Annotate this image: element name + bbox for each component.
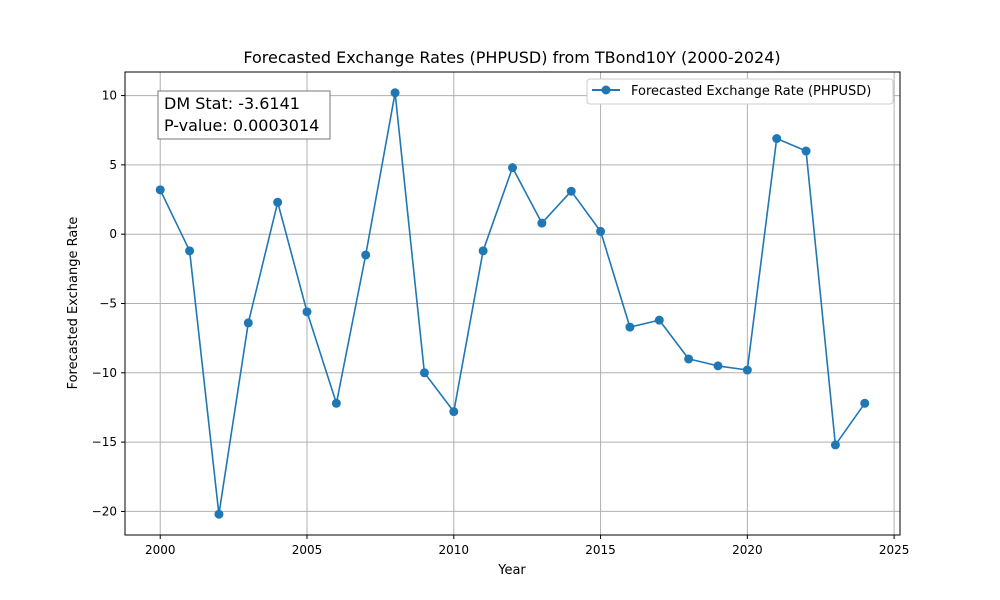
data-point [243, 318, 253, 328]
y-tick-label: −15 [92, 435, 117, 449]
y-tick-label: −20 [92, 504, 117, 518]
data-point [684, 354, 694, 364]
data-point [713, 361, 723, 371]
y-tick-label: 10 [102, 89, 117, 103]
x-tick-label: 2010 [439, 543, 470, 557]
legend: Forecasted Exchange Rate (PHPUSD) [586, 78, 894, 105]
data-point [801, 146, 811, 156]
annotation-box: DM Stat: -3.6141 P-value: 0.0003014 [157, 90, 331, 140]
chart-title: Forecasted Exchange Rates (PHPUSD) from … [243, 48, 780, 67]
y-axis-ticks: −20 −15 −10 −5 0 5 10 [92, 89, 125, 518]
data-point [596, 226, 606, 236]
annotation-p-value: P-value: 0.0003014 [164, 116, 319, 135]
data-point [625, 322, 635, 332]
y-tick-label: −5 [99, 297, 117, 311]
data-point [830, 440, 840, 450]
annotation-dm-stat: DM Stat: -3.6141 [164, 94, 300, 113]
data-point [361, 250, 371, 260]
y-tick-label: 5 [109, 158, 117, 172]
y-axis-label: Forecasted Exchange Rate [66, 217, 81, 390]
data-point [273, 197, 283, 207]
x-tick-label: 2025 [879, 543, 910, 557]
data-point [860, 398, 870, 408]
data-point [654, 315, 664, 325]
data-point [155, 185, 165, 195]
data-point [742, 365, 752, 375]
data-point [508, 163, 517, 173]
data-point [419, 368, 429, 378]
annotation-frame [157, 90, 331, 140]
legend-marker [601, 85, 611, 95]
x-tick-label: 2000 [145, 543, 176, 557]
data-point [185, 246, 195, 256]
legend-frame [586, 78, 894, 105]
data-point [478, 246, 488, 256]
data-point [772, 134, 782, 144]
x-tick-label: 2020 [732, 543, 763, 557]
data-point [214, 509, 224, 519]
x-tick-label: 2015 [585, 543, 616, 557]
data-point [449, 407, 459, 417]
x-axis-label: Year [497, 563, 526, 578]
data-point [331, 398, 341, 408]
x-tick-label: 2005 [292, 543, 323, 557]
plot-frame [124, 71, 901, 536]
data-point [302, 307, 312, 317]
y-tick-label: 0 [109, 227, 117, 241]
legend-label: Forecasted Exchange Rate (PHPUSD) [631, 84, 871, 99]
data-point [566, 186, 576, 196]
x-axis-ticks: 2000 2005 2010 2015 2020 2025 [145, 535, 909, 557]
y-tick-label: −10 [92, 366, 117, 380]
data-point [537, 218, 547, 228]
series-layer [155, 88, 870, 519]
data-point [390, 88, 400, 98]
